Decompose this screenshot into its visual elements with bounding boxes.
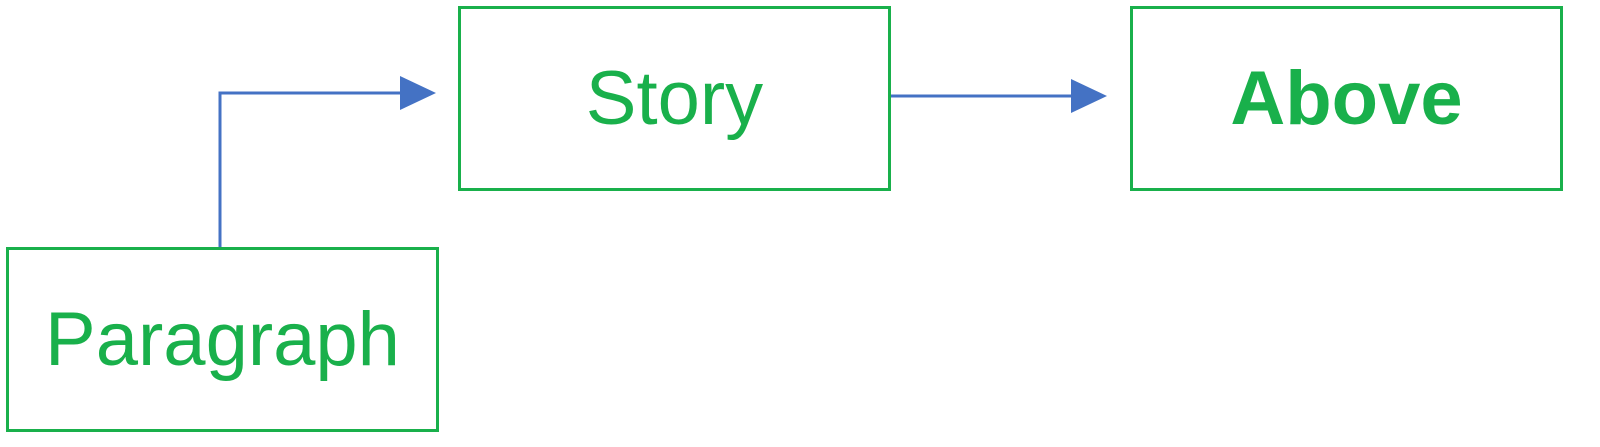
edge-paragraph-to-story-line	[218, 91, 400, 247]
edge-paragraph-to-story	[218, 76, 436, 247]
edge-story-to-above-arrowhead	[1071, 79, 1107, 113]
node-paragraph-label: Paragraph	[45, 296, 400, 382]
edge-story-to-above	[891, 79, 1107, 113]
edge-paragraph-to-story-arrowhead	[400, 76, 436, 110]
node-above: Above	[1130, 6, 1563, 191]
node-above-label: Above	[1230, 55, 1463, 141]
node-paragraph: Paragraph	[6, 247, 439, 432]
node-story-label: Story	[585, 55, 764, 141]
node-story: Story	[458, 6, 891, 191]
